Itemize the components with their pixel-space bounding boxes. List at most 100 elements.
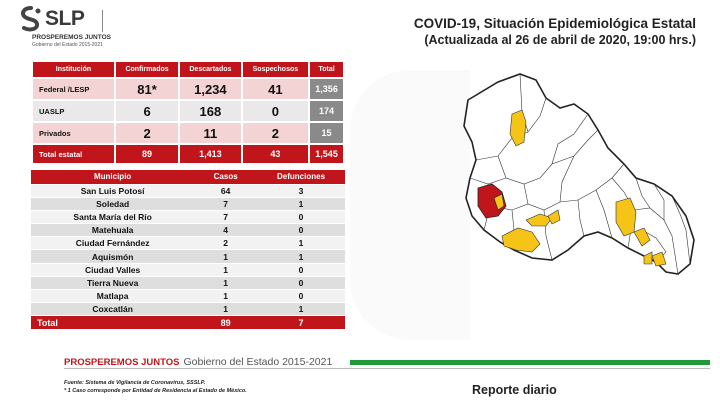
table-row: Santa María del Río 7 0	[31, 210, 345, 225]
map-region-soledad	[493, 193, 505, 211]
col-total: Total	[308, 60, 345, 79]
col-institucion: Institución	[31, 60, 116, 79]
col-confirmados: Confirmados	[113, 60, 181, 79]
institution-label: Privados	[31, 121, 116, 145]
confirmados-value: 6	[113, 99, 181, 123]
casos-value: 1	[194, 289, 258, 304]
municipio-name: Tierra Nueva	[31, 276, 195, 291]
table-row: Federal /LESP 81* 1,234 41 1,356	[31, 77, 345, 101]
casos-value: 7	[194, 197, 258, 211]
descartados-value: 11	[178, 121, 243, 145]
background-decoration	[350, 70, 470, 340]
total-confirmados: 89	[113, 143, 181, 165]
footer-slogan: PROSPEREMOS JUNTOS	[64, 357, 180, 368]
municipality-table: Municipio Casos Defunciones San Luis Pot…	[31, 170, 345, 331]
defunciones-value: 1	[257, 302, 345, 317]
defunciones-value: 0	[257, 289, 345, 304]
municipio-name: Ciudad Valles	[31, 263, 195, 277]
total-value: 15	[308, 121, 345, 145]
slp-logo: SLP PROSPEREMOS JUNTOS Gobierno del Esta…	[18, 6, 128, 50]
footer-divider	[64, 368, 710, 369]
page-title: COVID-19, Situación Epidemiológica Estat…	[414, 16, 696, 47]
map-region-aquismon	[633, 227, 651, 247]
total-casos: 89	[194, 315, 258, 331]
total-sospechosos: 43	[240, 143, 311, 165]
logo-name: SLP	[45, 7, 85, 30]
total-value: 174	[308, 99, 345, 123]
descartados-value: 168	[178, 99, 243, 123]
confirmados-value: 2	[113, 121, 181, 145]
table-row: Coxcatlán 1 1	[31, 302, 345, 317]
casos-value: 1	[194, 302, 258, 317]
logo-mark-icon	[21, 6, 41, 32]
summary-header-row: Institución Confirmados Descartados Sosp…	[31, 60, 345, 79]
institution-label: UASLP	[31, 99, 116, 123]
col-descartados: Descartados	[178, 60, 243, 79]
municipio-name: Ciudad Fernández	[31, 236, 195, 251]
total-label: Total estatal	[31, 143, 116, 165]
casos-value: 1	[194, 249, 258, 264]
defunciones-value: 1	[257, 197, 345, 211]
casos-value: 1	[194, 276, 258, 291]
institution-label: Federal /LESP	[31, 77, 116, 101]
total-descartados: 1,413	[178, 143, 243, 165]
sospechosos-value: 0	[240, 99, 311, 123]
map-region-tierra-nueva	[525, 213, 553, 227]
institution-summary-table: Institución Confirmados Descartados Sosp…	[31, 60, 345, 165]
defunciones-value: 0	[257, 210, 345, 225]
defunciones-value: 1	[257, 236, 345, 251]
table-row: Privados 2 11 2 15	[31, 121, 345, 145]
map-region-santa-maria-del-rio	[501, 227, 541, 253]
municipio-name: Soledad	[31, 197, 195, 211]
table-row: Tierra Nueva 1 0	[31, 276, 345, 291]
municipio-name: Santa María del Río	[31, 210, 195, 225]
table-row: Aquismón 1 1	[31, 249, 345, 264]
defunciones-value: 1	[257, 249, 345, 264]
defunciones-value: 0	[257, 223, 345, 238]
municipality-total-row: Total 89 7	[31, 315, 345, 331]
col-casos: Casos	[194, 170, 258, 185]
table-row: Ciudad Valles 1 0	[31, 263, 345, 277]
map-region-matehuala	[509, 109, 527, 147]
footer-band: PROSPEREMOS JUNTOS Gobierno del Estado 20…	[64, 356, 332, 368]
table-row: Soledad 7 1	[31, 197, 345, 211]
title-updated: (Actualizada al 26 de abril de 2020, 19:…	[424, 33, 696, 47]
municipio-name: Coxcatlán	[31, 302, 195, 317]
casos-value: 4	[194, 223, 258, 238]
defunciones-value: 0	[257, 263, 345, 277]
sospechosos-value: 41	[240, 77, 311, 101]
casos-value: 64	[194, 184, 258, 198]
municipio-name: Matlapa	[31, 289, 195, 304]
col-sospechosos: Sospechosos	[240, 60, 311, 79]
source-note: Fuente: Sistema de Vigilancia de Coronav…	[64, 380, 206, 386]
defunciones-value: 3	[257, 184, 345, 198]
total-defunciones: 7	[257, 315, 345, 331]
total-value: 1,356	[308, 77, 345, 101]
footer-notes: Fuente: Sistema de Vigilancia de Coronav…	[64, 380, 247, 396]
col-municipio: Municipio	[31, 170, 195, 185]
table-row: UASLP 6 168 0 174	[31, 99, 345, 123]
asterisk-note: * 1 Caso corresponde por Entidad de Resi…	[64, 387, 247, 394]
title-main: COVID-19, Situación Epidemiológica Estat…	[413, 16, 696, 31]
state-map	[463, 73, 695, 275]
map-region-ciudad-fernandez	[547, 209, 561, 225]
casos-value: 2	[194, 236, 258, 251]
footer-green-line	[350, 360, 710, 365]
map-region-matlapa	[643, 251, 653, 265]
total-total: 1,545	[308, 143, 345, 165]
map-region-coxcatlan	[651, 251, 667, 267]
municipality-header-row: Municipio Casos Defunciones	[31, 170, 345, 185]
summary-total-row: Total estatal 89 1,413 43 1,545	[31, 143, 345, 165]
municipio-total-label: Total	[31, 315, 195, 331]
table-row: Ciudad Fernández 2 1	[31, 236, 345, 251]
table-row: Matehuala 4 0	[31, 223, 345, 238]
municipio-name: San Luis Potosí	[31, 184, 195, 198]
footer-government: Gobierno del Estado 2015-2021	[183, 356, 333, 368]
descartados-value: 1,234	[178, 77, 243, 101]
municipio-name: Aquismón	[31, 249, 195, 264]
defunciones-value: 0	[257, 276, 345, 291]
logo-divider	[102, 10, 103, 32]
col-defunciones: Defunciones	[257, 170, 345, 185]
sospechosos-value: 2	[240, 121, 311, 145]
casos-value: 7	[194, 210, 258, 225]
